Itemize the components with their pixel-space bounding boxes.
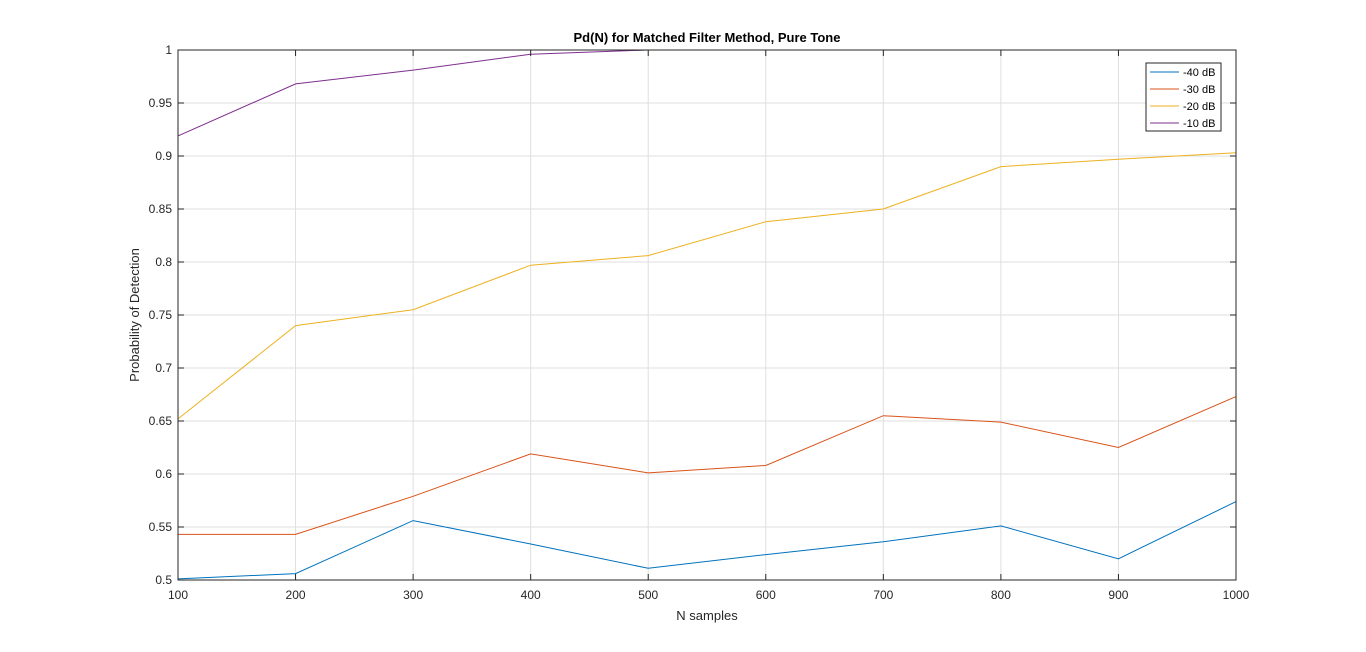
series-line-2 xyxy=(177,152,1237,420)
legend-label-3: -10 dB xyxy=(1183,118,1215,130)
x-tick-label: 100 xyxy=(168,588,188,602)
legend-box xyxy=(1145,62,1222,132)
y-tick-label: 0.75 xyxy=(149,308,173,322)
x-axis-label: N samples xyxy=(676,608,738,623)
x-tick-label: 400 xyxy=(521,588,541,602)
x-tick-label: 500 xyxy=(638,588,658,602)
x-tick-label: 600 xyxy=(756,588,776,602)
y-tick-label: 0.5 xyxy=(155,573,172,587)
series-line-0 xyxy=(177,501,1237,580)
legend-label-2: -20 dB xyxy=(1183,101,1215,113)
series-line-1 xyxy=(178,396,1237,535)
y-tick-label: 0.95 xyxy=(149,96,173,110)
y-tick-label: 0.7 xyxy=(155,361,172,375)
chart-title: Pd(N) for Matched Filter Method, Pure To… xyxy=(574,30,841,45)
legend: -40 dB -30 dB -20 dB -10 dB xyxy=(1145,62,1222,132)
y-tick-label: 0.8 xyxy=(155,255,172,269)
y-axis-label: Probability of Detection xyxy=(127,248,142,382)
y-tick-label: 0.65 xyxy=(149,414,173,428)
y-tick-label: 0.9 xyxy=(155,149,172,163)
y-tick-label: 1 xyxy=(165,43,172,57)
x-tick-label: 300 xyxy=(403,588,423,602)
y-tick-label: 0.85 xyxy=(149,202,173,216)
x-tick-label: 1000 xyxy=(1223,588,1250,602)
y-tick-label: 0.55 xyxy=(149,520,173,534)
legend-label-1: -30 dB xyxy=(1183,84,1215,96)
x-tick-label: 900 xyxy=(1108,588,1128,602)
x-tick-label: 700 xyxy=(873,588,893,602)
legend-label-0: -40 dB xyxy=(1183,67,1215,79)
x-tick-label: 800 xyxy=(991,588,1011,602)
ticks: 100 200 300 400 500 600 700 800 900 1000 0.5 0.55 0.… xyxy=(149,43,1250,602)
y-tick-label: 0.6 xyxy=(155,467,172,481)
x-tick-label: 200 xyxy=(286,588,306,602)
